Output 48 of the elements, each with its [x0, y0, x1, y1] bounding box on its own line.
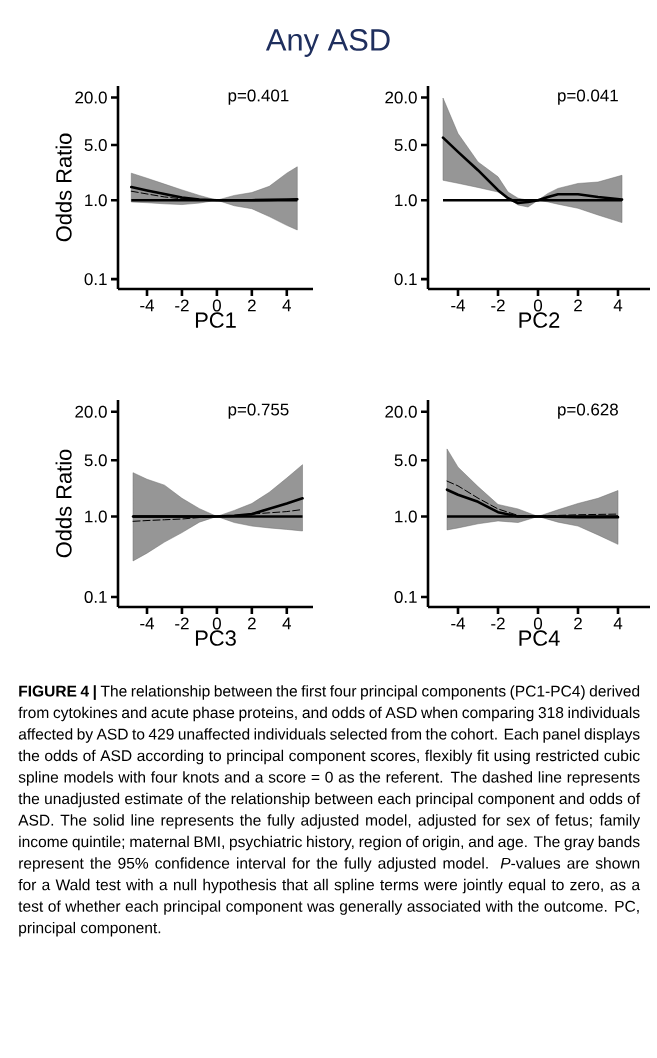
x-tick-label: -4 [140, 617, 155, 630]
y-tick-label: 5.0 [84, 454, 107, 467]
x-tick-label: 2 [248, 299, 256, 312]
x-tick-label: 2 [248, 617, 256, 630]
annotation: p=0.755 [228, 403, 289, 419]
x-tick-label: 0 [212, 617, 221, 630]
chart-title: Any ASD [265, 29, 390, 57]
annotation: p=0.401 [228, 89, 289, 105]
y-tick-label: 0.1 [394, 273, 417, 286]
x-tick-label: 4 [282, 299, 291, 312]
y-axis-title: Odds Ratio [55, 449, 72, 558]
x-axis-title: PC4 [519, 630, 560, 646]
x-tick-label: 0 [212, 299, 221, 312]
x-axis-title: PC3 [195, 630, 236, 646]
y-tick-label: 20.0 [385, 405, 417, 418]
y-tick-label: 5.0 [84, 139, 107, 152]
x-tick-label: 2 [574, 299, 582, 312]
y-tick-label: 20.0 [385, 91, 417, 104]
annotation: p=0.041 [558, 89, 618, 105]
x-tick-label: 4 [282, 617, 291, 630]
x-tick-label: -4 [140, 299, 155, 312]
y-tick-label: 1.0 [395, 194, 417, 207]
y-tick-label: 1.0 [85, 194, 107, 207]
y-tick-label: 5.0 [394, 139, 417, 152]
y-axis-title: Odds Ratio [55, 133, 72, 242]
x-tick-label: 4 [613, 617, 623, 630]
x-tick-label: -4 [451, 299, 466, 312]
y-tick-label: 20.0 [75, 91, 107, 104]
annotation: p=0.628 [558, 403, 618, 419]
x-axis-title: PC2 [519, 312, 560, 328]
x-tick-label: -2 [175, 617, 189, 630]
x-tick-label: 0 [533, 617, 543, 630]
y-tick-label: 0.1 [84, 590, 107, 603]
x-tick-label: 4 [613, 299, 623, 312]
y-tick-label: 0.1 [394, 590, 417, 603]
x-tick-label: 2 [574, 617, 582, 630]
x-tick-label: -2 [491, 299, 505, 312]
y-tick-label: 20.0 [75, 405, 107, 418]
x-tick-label: -2 [175, 299, 189, 312]
y-tick-label: 1.0 [85, 510, 107, 523]
x-axis-title: PC1 [195, 312, 236, 328]
x-tick-label: -2 [491, 617, 505, 630]
text: FIGURE 4 | The relationship between the first four principal components (PC1-PC4) derived from cytokines and acute phase proteins, and odds of ASD when comparing 318 individuals affected by ASD to 429 unaffected individuals selected from the cohort. Each panel displays the odds of ASD according to principal component scores, flexibly fit using restricted cubic spline models with four knots and a score = 0 as the referent. The dashed line represents the unadjusted estimate of the relationship between each principal component and odds of ASD. The solid line represents the fully adjusted model, adjusted for sex of fetus; family income quintile; maternal BMI, psychiatric history, region of origin, and age. The gray bands represent the 95% confidence interval for the fully adjusted model. P-values are shown for a Wald test with a null hypothesis that all spline terms were jointly equal to zero, as a test of whether each principal component was generally associated with the outcome. PC, principal component. [18, 685, 641, 937]
x-tick-label: 0 [533, 299, 543, 312]
y-tick-label: 1.0 [395, 510, 417, 523]
x-tick-label: -4 [451, 617, 466, 630]
y-tick-label: 5.0 [394, 454, 417, 467]
y-tick-label: 0.1 [84, 273, 107, 286]
